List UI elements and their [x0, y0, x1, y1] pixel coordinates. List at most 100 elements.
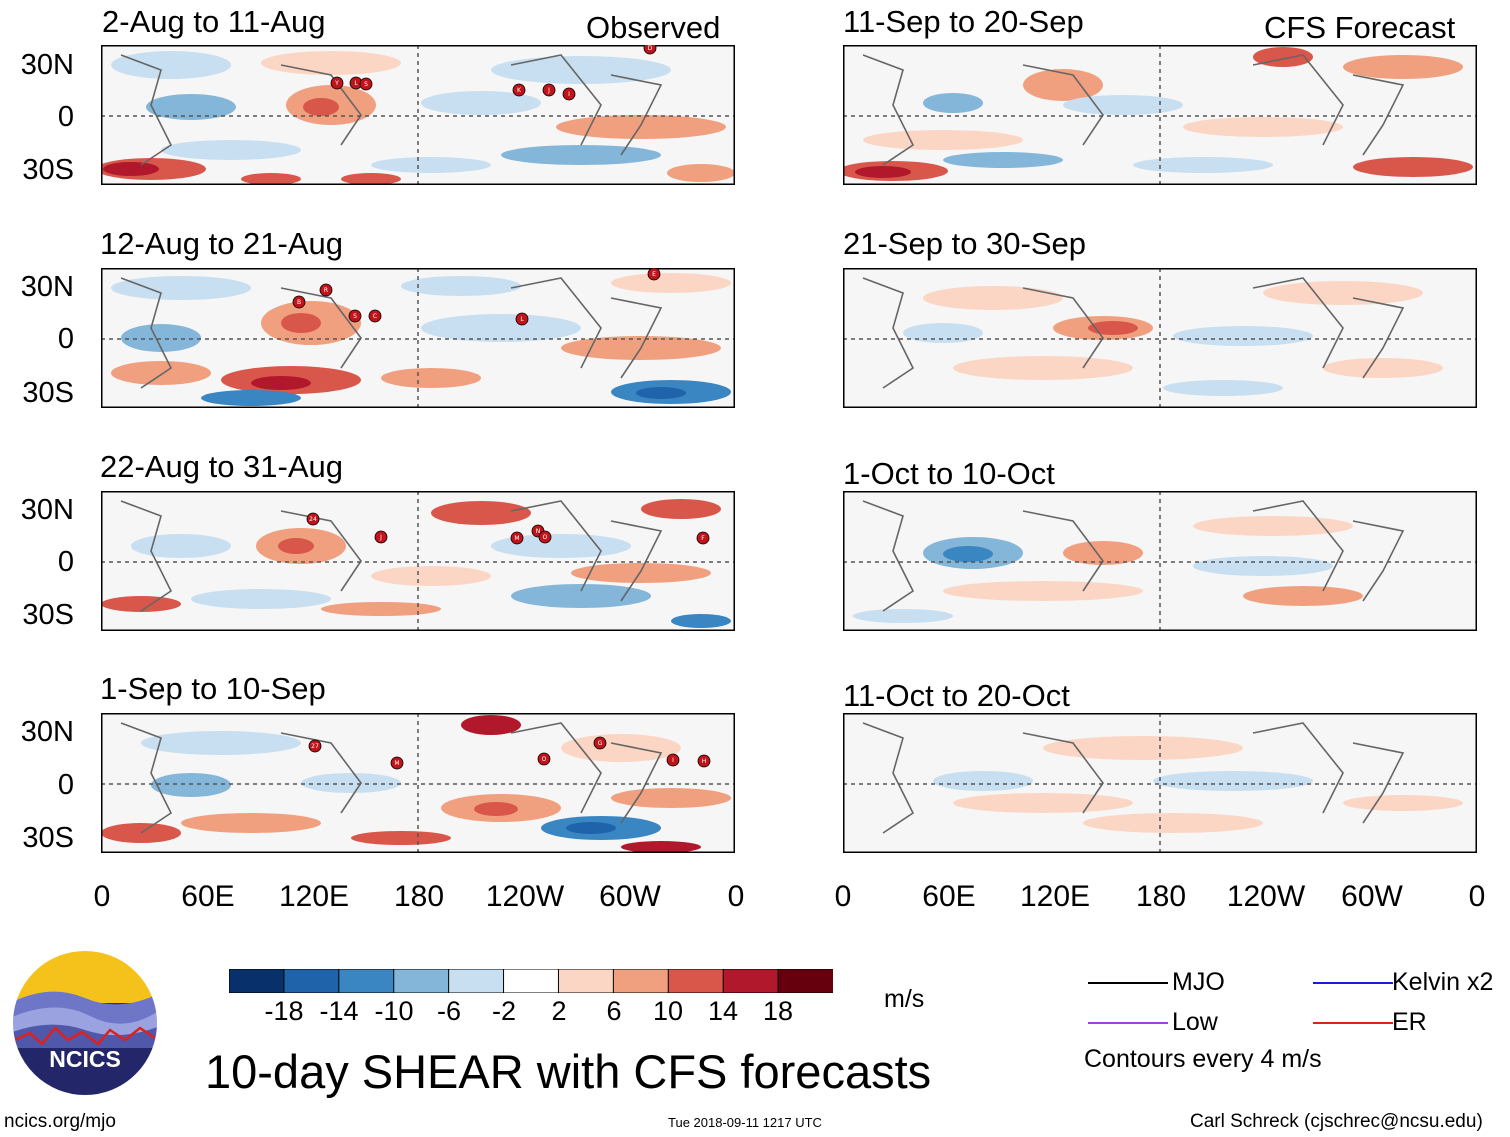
colorbar-label: -10	[374, 996, 414, 1026]
footer-url[interactable]: ncics.org/mjo	[4, 1111, 116, 1132]
storm-label: I	[568, 91, 570, 98]
legend-line-kelvin	[1313, 982, 1393, 984]
panel-title-fc-4: 11-Oct to 20-Oct	[843, 678, 1070, 713]
storm-label: D	[648, 45, 653, 52]
legend-contours-note: Contours every 4 m/s	[1084, 1045, 1322, 1073]
storm-label: C	[373, 313, 377, 320]
colorbar-label: -2	[491, 996, 516, 1026]
lon-label: 180	[393, 880, 445, 913]
storm-label: Y	[334, 80, 339, 87]
colorbar-label: 18	[762, 996, 794, 1026]
lat-label-30s: 30S	[22, 599, 74, 631]
storm-label: S	[353, 313, 357, 320]
lon-label: 180	[1135, 880, 1187, 913]
colorbar-label: 14	[707, 996, 739, 1026]
storm-label: M	[394, 760, 399, 767]
colorbar-label: -18	[264, 996, 304, 1026]
lon-label: 0	[93, 880, 111, 913]
panel-title-obs-3: 22-Aug to 31-Aug	[100, 449, 344, 484]
storm-label: O	[542, 756, 547, 763]
colorbar-swatch	[612, 968, 670, 994]
storm-label: J	[547, 87, 550, 94]
legend-label-low: Low	[1172, 1008, 1218, 1036]
legend-line-low	[1088, 1022, 1168, 1024]
lat-label-30s: 30S	[22, 822, 74, 854]
storm-label: N	[536, 528, 541, 535]
lon-label: 120E	[278, 880, 350, 913]
lat-label-30n: 30N	[20, 49, 74, 81]
lat-label-0: 0	[57, 769, 74, 801]
lat-label-0: 0	[57, 323, 74, 355]
colorbar-swatch	[448, 968, 505, 994]
colorbar-swatch	[338, 968, 395, 994]
colorbar-unit: m/s	[884, 985, 925, 1013]
footer-author: Carl Schreck (cjschrec@ncsu.edu)	[1190, 1111, 1483, 1132]
colorbar-swatch	[777, 968, 835, 994]
colorbar-swatch	[722, 968, 780, 994]
storm-label: O	[543, 534, 548, 541]
legend-label-mjo: MJO	[1172, 968, 1225, 996]
lat-label-30s: 30S	[22, 377, 74, 409]
legend-line-er	[1313, 1022, 1393, 1024]
colorbar-swatch	[283, 968, 340, 994]
lon-label: 120E	[1019, 880, 1091, 913]
colorbar-label: -14	[319, 996, 359, 1026]
map-panel-fc-1	[843, 45, 1477, 185]
lat-label-30n: 30N	[20, 494, 74, 526]
storm-label: 24	[309, 516, 317, 523]
colorbar-swatch	[228, 968, 285, 994]
storm-label: M	[514, 535, 519, 542]
map-panel-fc-2	[843, 268, 1477, 408]
storm-label: L	[354, 80, 358, 87]
storm-label: J	[379, 534, 382, 541]
cfs-forecast-label: CFS Forecast	[1264, 10, 1456, 45]
lon-label: 120W	[1226, 880, 1306, 913]
legend-label-kelvin: Kelvin x2	[1392, 968, 1494, 996]
map-panel-fc-3	[843, 491, 1477, 631]
legend-line-mjo	[1088, 982, 1168, 984]
storm-label: B	[297, 299, 301, 306]
panel-title-obs-1: 2-Aug to 11-Aug	[102, 4, 326, 39]
map-panel-obs-2: B R S C L E	[101, 268, 735, 408]
lat-label-30n: 30N	[20, 271, 74, 303]
panel-title-fc-1: 11-Sep to 20-Sep	[843, 4, 1084, 39]
colorbar-swatch	[503, 968, 560, 994]
main-title: 10-day SHEAR with CFS forecasts	[205, 1045, 932, 1098]
lon-label: 0	[834, 880, 852, 913]
footer-timestamp: Tue 2018-09-11 1217 UTC	[668, 1115, 822, 1130]
colorbar-swatch	[557, 968, 615, 994]
lon-label: 60W	[599, 880, 661, 913]
colorbar-swatch	[393, 968, 450, 994]
lon-label: 60E	[181, 880, 235, 913]
panel-title-fc-2: 21-Sep to 30-Sep	[843, 226, 1087, 261]
storm-label: H	[702, 758, 707, 765]
colorbar	[228, 968, 835, 994]
lon-label: 0	[1468, 880, 1486, 913]
legend-label-er: ER	[1392, 1008, 1427, 1036]
lon-label: 0	[727, 880, 745, 913]
storm-label: L	[520, 316, 524, 323]
ncics-logo: NCICS	[10, 948, 160, 1098]
storm-label: F	[701, 535, 705, 542]
colorbar-label: 6	[606, 996, 622, 1026]
lat-label-0: 0	[57, 546, 74, 578]
storm-label: S	[364, 81, 368, 88]
lat-label-30s: 30S	[22, 154, 74, 186]
map-panel-fc-4	[843, 713, 1477, 853]
colorbar-swatch	[667, 968, 725, 994]
storm-label: G	[598, 740, 603, 747]
colorbar-label: 2	[551, 996, 567, 1026]
lat-label-30n: 30N	[20, 716, 74, 748]
colorbar-label: -6	[436, 996, 461, 1026]
storm-label: R	[324, 287, 328, 294]
map-panel-obs-1: Y L S K J I D	[101, 45, 735, 185]
storm-label: 27	[311, 743, 319, 750]
panel-title-fc-3: 1-Oct to 10-Oct	[843, 456, 1055, 491]
storm-label: I	[672, 757, 674, 764]
map-panel-obs-3: 24 J M N O F	[101, 491, 735, 631]
map-panel-obs-4: 27 M O G I H	[101, 713, 735, 853]
storm-label: E	[652, 271, 656, 278]
lon-label: 120W	[485, 880, 565, 913]
storm-label: K	[517, 87, 522, 94]
lon-label: 60W	[1341, 880, 1403, 913]
